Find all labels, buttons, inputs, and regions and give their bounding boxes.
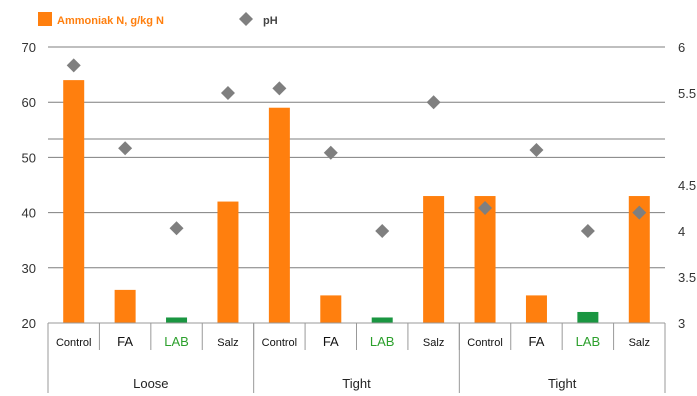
x-category-label: Control bbox=[262, 337, 297, 349]
y-axis-left: 20 30 40 50 60 70 bbox=[22, 40, 36, 331]
x-group-label: Loose bbox=[133, 376, 168, 391]
ammoniak-bar bbox=[577, 311, 599, 323]
ammoniak-bar bbox=[371, 317, 393, 323]
y-left-tick-label: 50 bbox=[22, 150, 36, 165]
ph-marker bbox=[118, 141, 133, 156]
gridlines bbox=[48, 46, 665, 269]
x-category-label: FA bbox=[117, 334, 133, 349]
y-left-tick-label: 30 bbox=[22, 261, 36, 276]
ammoniak-bar bbox=[628, 196, 650, 323]
ammoniak-bar bbox=[474, 196, 496, 323]
y-right-tick-label: 4 bbox=[678, 224, 685, 239]
ph-marker bbox=[272, 81, 287, 96]
x-category-label: Control bbox=[56, 337, 91, 349]
x-category-label: LAB bbox=[164, 334, 189, 349]
ph-marker bbox=[66, 58, 81, 73]
y-right-tick-label: 6 bbox=[678, 40, 685, 55]
ammoniak-bar bbox=[166, 317, 188, 323]
x-category-label: FA bbox=[323, 334, 339, 349]
y-left-tick-label: 70 bbox=[22, 40, 36, 55]
ammoniak-bar bbox=[114, 289, 136, 323]
y-axis-right: 3 3.5 4 4.5 5.5 6 bbox=[678, 40, 696, 331]
x-group-label: Tight bbox=[342, 376, 371, 391]
ph-marker bbox=[529, 143, 544, 158]
y-right-tick-label: 5.5 bbox=[678, 86, 696, 101]
x-category-label: Salz bbox=[217, 337, 238, 349]
x-category-label: Salz bbox=[423, 337, 444, 349]
legend-swatch-ammoniak bbox=[38, 12, 52, 26]
legend: Ammoniak N, g/kg N pH bbox=[38, 12, 278, 27]
y-left-tick-label: 40 bbox=[22, 206, 36, 221]
y-left-tick-label: 60 bbox=[22, 95, 36, 110]
y-right-tick-label: 3.5 bbox=[678, 270, 696, 285]
ammoniak-bar bbox=[525, 295, 547, 323]
ammoniak-bar bbox=[268, 107, 290, 323]
ammoniak-bar bbox=[320, 295, 342, 323]
ph-marker bbox=[323, 145, 338, 160]
ammoniak-bar bbox=[423, 196, 445, 323]
y-right-tick-label: 4.5 bbox=[678, 178, 696, 193]
ph-marker bbox=[426, 95, 441, 110]
x-category-label: FA bbox=[529, 334, 545, 349]
ph-marker bbox=[478, 201, 493, 215]
x-category-label: LAB bbox=[370, 334, 395, 349]
y-left-tick-label: 20 bbox=[22, 316, 36, 331]
x-group-label: Tight bbox=[548, 376, 577, 391]
ph-marker bbox=[580, 224, 595, 238]
ph-marker bbox=[169, 221, 184, 236]
x-axis: Control FA LAB Salz Control FA LAB Salz Control F… bbox=[47, 322, 666, 393]
y-right-tick-label: 3 bbox=[678, 316, 685, 331]
ph-marker bbox=[220, 86, 235, 100]
legend-marker-ph bbox=[239, 12, 253, 26]
x-category-label: LAB bbox=[576, 334, 601, 349]
ammoniak-bar bbox=[217, 201, 239, 323]
ph-marker bbox=[632, 205, 647, 220]
legend-label-ph: pH bbox=[263, 15, 278, 27]
ammoniak-bar bbox=[63, 80, 85, 324]
bars bbox=[63, 80, 650, 324]
x-category-label: Salz bbox=[629, 337, 650, 349]
ph-marker bbox=[375, 224, 390, 238]
x-category-label: Control bbox=[467, 337, 502, 349]
legend-label-ammoniak: Ammoniak N, g/kg N bbox=[57, 15, 164, 27]
ph-markers bbox=[66, 58, 647, 238]
